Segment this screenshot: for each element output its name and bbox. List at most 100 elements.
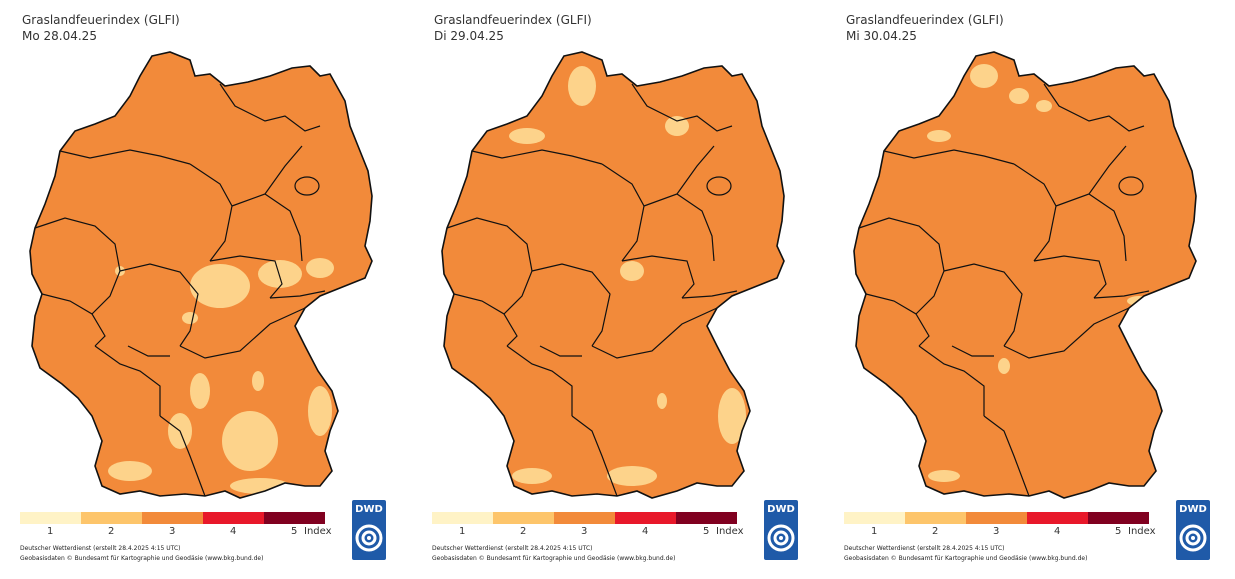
- state-border: [179, 307, 306, 359]
- low-index-area: [108, 461, 152, 481]
- state-border: [858, 217, 945, 315]
- legend-swatch-5: [676, 512, 737, 524]
- germany-map: [853, 51, 1197, 499]
- state-border: [219, 83, 321, 132]
- legend-swatch-4: [615, 512, 676, 524]
- state-border: [264, 193, 303, 262]
- low-index-area: [927, 130, 951, 142]
- legend-label-3: 3: [169, 526, 176, 537]
- dwd-logo-text: DWD: [1179, 504, 1207, 515]
- legend-swatch-5: [1088, 512, 1149, 524]
- legend-label-1: 1: [47, 526, 54, 537]
- low-index-area: [1009, 88, 1029, 104]
- legend-swatch-4: [1027, 512, 1088, 524]
- state-border: [446, 217, 533, 315]
- low-index-area: [620, 261, 644, 281]
- low-index-area: [512, 468, 552, 484]
- legend-unit: Index: [716, 526, 744, 537]
- state-border: [918, 345, 985, 416]
- legend-label-2: 2: [108, 526, 115, 537]
- legend-label-4: 4: [1054, 526, 1061, 537]
- panel-title: Graslandfeuerindex (GLFI): [434, 13, 592, 27]
- state-border: [41, 293, 106, 347]
- legend-swatch-2: [905, 512, 966, 524]
- panel-title: Graslandfeuerindex (GLFI): [22, 13, 180, 27]
- legend-colorbar: [20, 512, 325, 524]
- map-panel-tue: Graslandfeuerindex (GLFI) Di 29.04.25 1 2…: [412, 0, 817, 579]
- low-index-area: [308, 386, 332, 436]
- legend-label-3: 3: [993, 526, 1000, 537]
- state-border: [631, 83, 733, 132]
- legend-label-2: 2: [520, 526, 527, 537]
- map-panel-mon: Graslandfeuerindex (GLFI) Mo 28.04.25 1 2…: [0, 0, 405, 579]
- legend-swatch-5: [264, 512, 325, 524]
- footer-geodata: Geobasisdaten © Bundesamt für Kartograph…: [432, 555, 676, 562]
- low-index-area: [1036, 100, 1052, 112]
- footer-geodata: Geobasisdaten © Bundesamt für Kartograph…: [20, 555, 264, 562]
- state-border: [119, 263, 199, 347]
- legend-label-5: 5: [1115, 526, 1122, 537]
- spiral-icon: [355, 524, 383, 552]
- country-border: [853, 51, 1197, 499]
- low-index-area: [182, 312, 198, 324]
- spiral-icon: [1179, 524, 1207, 552]
- footer-credit: Deutscher Wetterdienst (erstellt 28.4.20…: [432, 545, 593, 552]
- berlin-border: [706, 176, 732, 196]
- state-border: [1033, 255, 1107, 299]
- low-index-area: [306, 258, 334, 278]
- low-index-area: [607, 466, 657, 486]
- legend-unit: Index: [304, 526, 332, 537]
- panel-title: Graslandfeuerindex (GLFI): [846, 13, 1004, 27]
- legend-label-1: 1: [459, 526, 466, 537]
- footer-credit: Deutscher Wetterdienst (erstellt 28.4.20…: [20, 545, 181, 552]
- legend-swatch-2: [493, 512, 554, 524]
- state-border: [127, 345, 170, 357]
- legend-swatch-1: [20, 512, 81, 524]
- low-index-area: [718, 388, 746, 444]
- state-border: [591, 307, 718, 359]
- dwd-logo: DWD: [764, 500, 798, 560]
- state-border: [539, 345, 582, 357]
- footer-geodata: Geobasisdaten © Bundesamt für Kartograph…: [844, 555, 1088, 562]
- panel-date: Mi 30.04.25: [846, 29, 917, 43]
- legend-colorbar: [844, 512, 1149, 524]
- state-border: [59, 149, 191, 165]
- low-index-area: [568, 66, 596, 106]
- legend-swatch-4: [203, 512, 264, 524]
- panel-date: Di 29.04.25: [434, 29, 504, 43]
- state-border: [1093, 290, 1150, 299]
- footer-credit: Deutscher Wetterdienst (erstellt 28.4.20…: [844, 545, 1005, 552]
- state-border: [531, 263, 611, 347]
- legend-swatch-3: [966, 512, 1027, 524]
- legend-label-5: 5: [703, 526, 710, 537]
- low-index-area: [928, 470, 960, 482]
- legend-label-4: 4: [642, 526, 649, 537]
- state-border: [453, 293, 518, 347]
- legend-swatch-1: [432, 512, 493, 524]
- state-border: [571, 415, 618, 497]
- legend-label-3: 3: [581, 526, 588, 537]
- dwd-logo-text: DWD: [767, 504, 795, 515]
- state-border: [883, 149, 1015, 165]
- low-index-area: [252, 371, 264, 391]
- legend-labels: 1 2 3 4 5 Index: [20, 526, 350, 538]
- legend-swatch-3: [554, 512, 615, 524]
- state-border: [983, 415, 1030, 497]
- state-border: [231, 145, 303, 207]
- map-panel-wed: Graslandfeuerindex (GLFI) Mi 30.04.25 1 2…: [824, 0, 1229, 579]
- low-index-area: [190, 264, 250, 308]
- legend-label-4: 4: [230, 526, 237, 537]
- low-index-area: [998, 358, 1010, 374]
- germany-map: [29, 51, 373, 499]
- legend-labels: 1 2 3 4 5 Index: [844, 526, 1174, 538]
- state-border: [951, 345, 994, 357]
- low-index-area: [657, 393, 667, 409]
- country-border: [441, 51, 785, 499]
- legend-label-1: 1: [871, 526, 878, 537]
- state-border: [943, 263, 1023, 347]
- low-index-area: [509, 128, 545, 144]
- state-border: [506, 345, 573, 416]
- legend-swatch-1: [844, 512, 905, 524]
- state-border: [621, 255, 695, 299]
- country-border: [29, 51, 373, 499]
